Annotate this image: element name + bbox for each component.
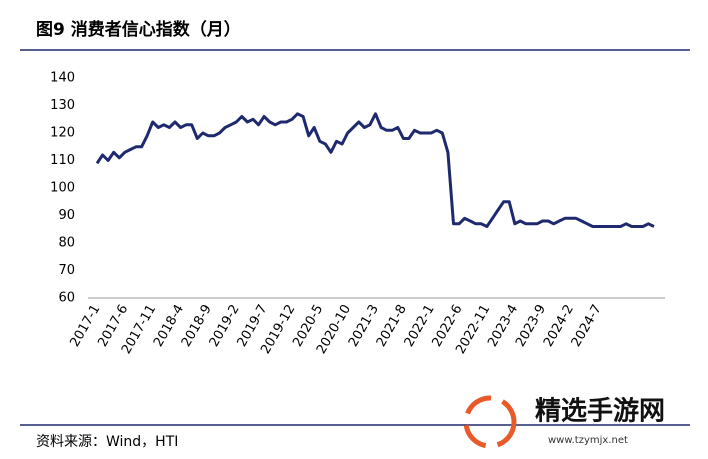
y-tick-label: 110 (50, 153, 75, 168)
source: 资料来源：Wind，HTI (36, 434, 178, 450)
watermark-logo (463, 395, 517, 449)
y-tick-label: 80 (58, 236, 75, 251)
watermark-url: www.tzymjx.net (548, 435, 628, 446)
y-tick-label: 100 (50, 181, 75, 196)
y-tick-label: 130 (50, 98, 75, 113)
watermark-name: 精选手游网 (535, 397, 665, 427)
y-tick-label: 120 (50, 126, 75, 141)
y-tick-label: 140 (50, 71, 75, 86)
series-line (95, 112, 655, 228)
y-tick-label: 90 (58, 208, 75, 223)
chart-title: 图9 消费者信心指数（月） (36, 19, 241, 40)
y-tick-label: 70 (58, 263, 75, 278)
y-tick-label: 60 (58, 291, 75, 306)
